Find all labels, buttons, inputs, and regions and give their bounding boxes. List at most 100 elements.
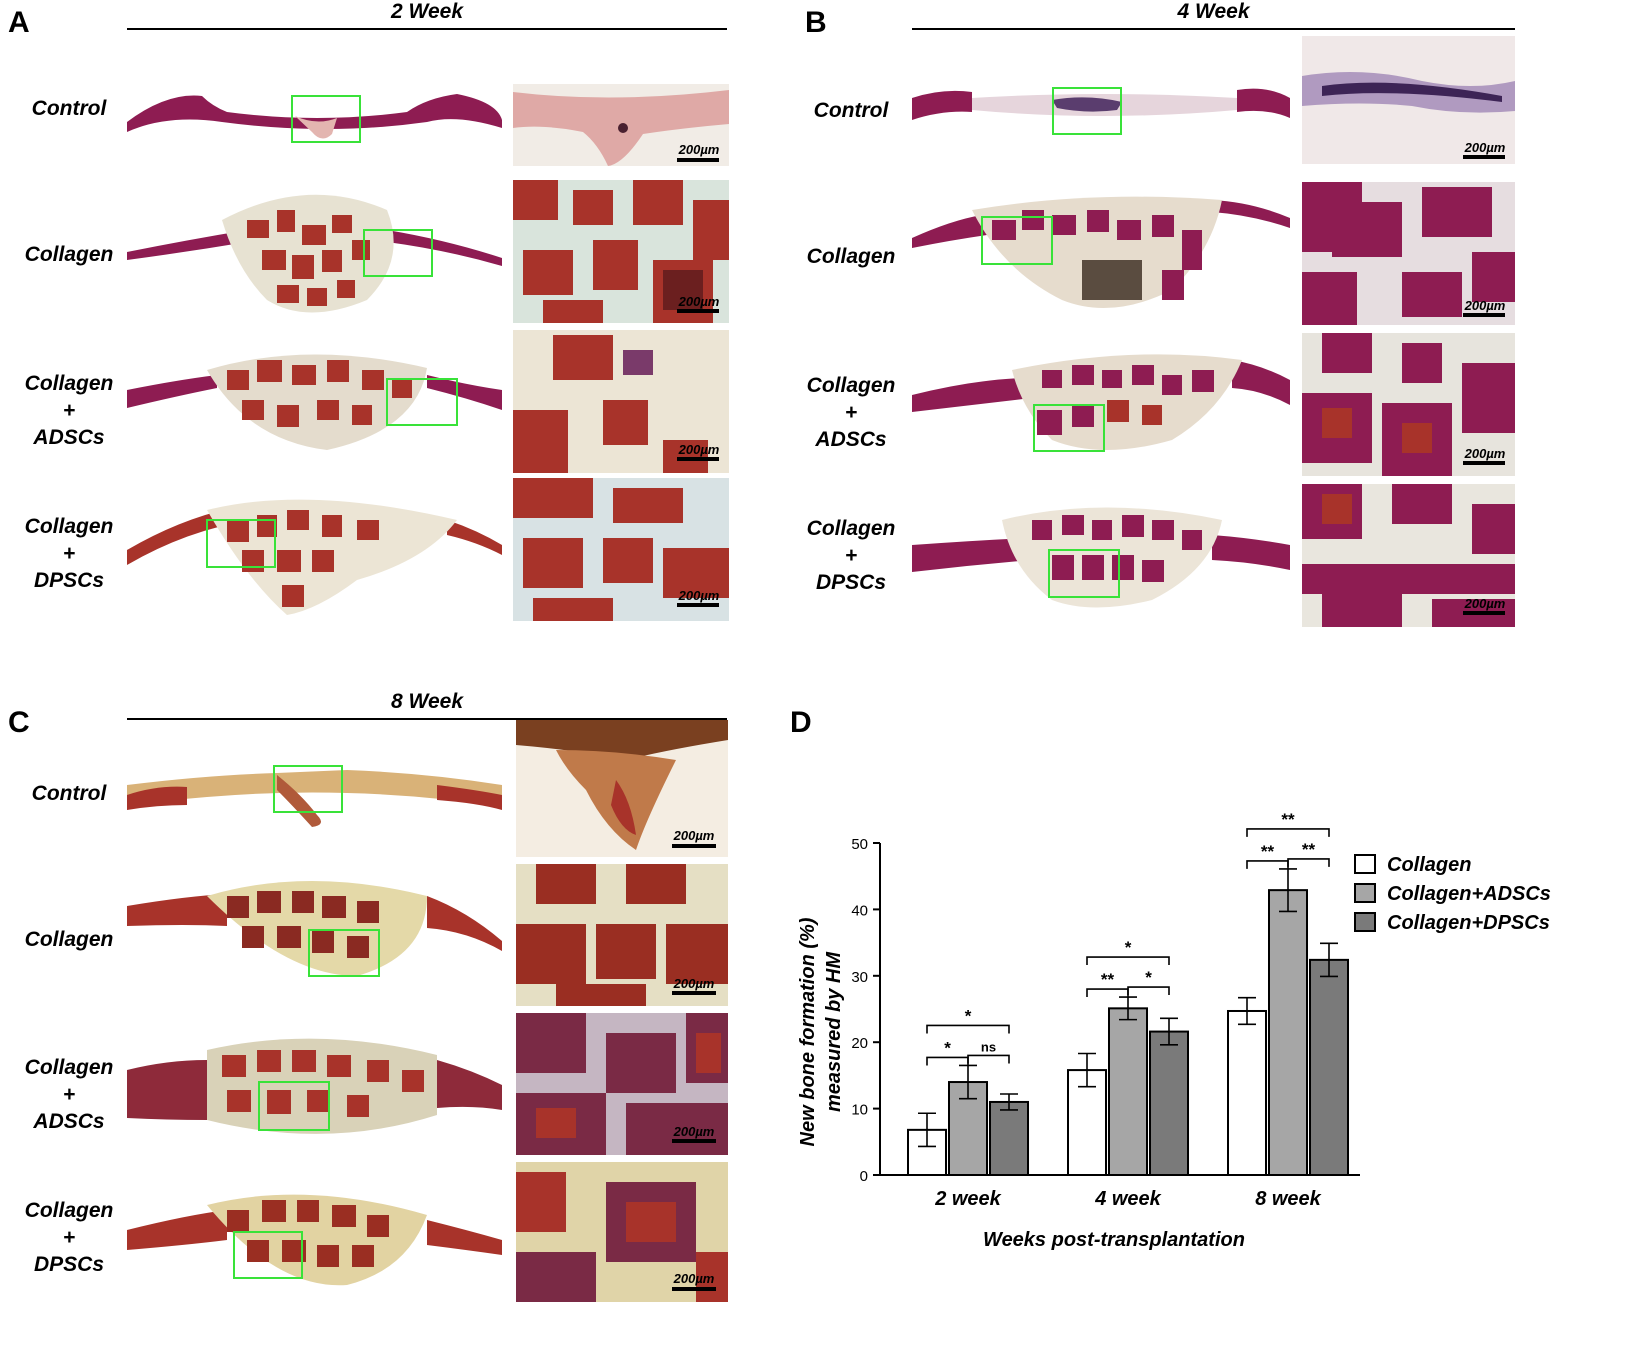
significance-bracket	[1127, 986, 1170, 996]
panel-c-row-adscs-label: Collagen + ADSCs	[24, 1056, 114, 1133]
panel-c-row-dpscs-label: Collagen + DPSCs	[24, 1199, 114, 1276]
y-tick-label: 30	[851, 969, 868, 986]
y-tick-label: 40	[851, 902, 868, 919]
panel-c-collagen-scale-bar	[672, 991, 716, 995]
panel-b-collagen-scale-label: 200µm	[1464, 298, 1506, 313]
panel-c-adscs-zoom-image	[516, 1013, 728, 1155]
significance-label: **	[1281, 810, 1295, 829]
panel-b-control-scale-bar	[1463, 155, 1505, 159]
significance-label: ns	[981, 1039, 996, 1054]
panel-c-adscs-overview-image	[127, 1038, 502, 1134]
panel-a-row-dpscs-label: Collagen + DPSCs	[24, 515, 114, 592]
significance-bracket	[926, 1024, 1010, 1034]
panel-b-collagen-overview-image	[912, 196, 1290, 308]
panel-c-collagen-scale-label: 200µm	[673, 976, 715, 991]
panel-c-title: 8 Week	[391, 690, 463, 713]
panel-a-control-scale-bar	[677, 158, 719, 162]
legend-swatch	[1354, 854, 1376, 874]
panel-b-collagen-scale-bar	[1463, 313, 1505, 317]
chart-legend: Collagen Collagen+ADSCs Collagen+DPSCs	[1354, 854, 1551, 934]
panel-b-dpscs-scale-label: 200µm	[1464, 596, 1506, 611]
y-axis-label-line-1: New bone formation (%)	[797, 917, 819, 1146]
panel-c-collagen-overview-image	[127, 881, 502, 977]
panel-a-collagen-scale-label: 200µm	[678, 294, 720, 309]
legend-entry: Collagen+ADSCs	[1387, 883, 1551, 905]
panel-b-control-scale-label: 200µm	[1464, 140, 1506, 155]
significance-bracket	[967, 1054, 1010, 1064]
panel-c-adscs-scale-label: 200µm	[673, 1124, 715, 1139]
y-tick-label: 0	[860, 1168, 868, 1185]
panel-c-adscs-scale-bar	[672, 1139, 716, 1143]
panel-c-dpscs-scale-bar	[672, 1287, 716, 1291]
panel-b-title: 4 Week	[1177, 0, 1250, 23]
significance-label: **	[1302, 840, 1316, 859]
panel-b-row-dpscs-label: Collagen + DPSCs	[806, 517, 896, 594]
panel-a-adscs-zoom-image	[513, 330, 729, 473]
x-tick-label: 2 week	[934, 1188, 1001, 1210]
panel-a-row-control-label: Control	[31, 97, 107, 120]
chart-bars	[907, 868, 1349, 1177]
panel-c-row-control-label: Control	[31, 782, 107, 805]
y-axis-label-line-2: measured by HM	[823, 951, 845, 1112]
panel-b-control-zoom-image	[1302, 36, 1515, 164]
panel-a-dpscs-zoom-image	[513, 478, 729, 621]
chart-axes: 0 10 20 30 40 50 2 week 4 week 8 week	[851, 836, 1360, 1210]
bar	[1149, 1030, 1189, 1176]
panel-a-dpscs-scale-label: 200µm	[678, 588, 720, 603]
panel-c-dpscs-overview-image	[127, 1194, 502, 1286]
panel-b-adscs-scale-label: 200µm	[1464, 446, 1506, 461]
bar	[1309, 958, 1349, 1176]
panel-a-adscs-overview-image	[127, 354, 502, 450]
panel-b-dpscs-overview-image	[912, 507, 1290, 608]
significance-bracket	[1287, 858, 1330, 867]
panel-b-control-overview-image	[912, 87, 1290, 135]
legend-entry: Collagen	[1387, 854, 1471, 876]
significance-label: *	[965, 1006, 972, 1025]
legend-entry: Collagen+DPSCs	[1387, 912, 1550, 934]
legend-swatch	[1354, 912, 1376, 932]
significance-label: **	[1101, 970, 1115, 989]
bar	[1227, 1009, 1267, 1176]
panel-a-dpscs-scale-bar	[677, 603, 719, 607]
panel-b-row-collagen-label: Collagen	[806, 245, 896, 268]
panel-d-label: D	[790, 706, 812, 739]
panel-b-dpscs-zoom-image	[1302, 484, 1515, 627]
panel-c-dpscs-scale-label: 200µm	[673, 1271, 715, 1286]
panel-a-rule	[127, 28, 727, 30]
significance-label: **	[1261, 842, 1275, 861]
x-axis-label: Weeks post-transplantation	[983, 1229, 1245, 1251]
panel-c-control-scale-label: 200µm	[673, 828, 715, 843]
significance-bracket	[1246, 828, 1330, 837]
y-tick-label: 50	[851, 836, 868, 853]
panel-b-adscs-overview-image	[912, 354, 1290, 452]
panel-b-adscs-zoom-image	[1302, 333, 1515, 476]
panel-c-control-zoom-image	[516, 720, 728, 857]
panel-c-dpscs-zoom-image	[516, 1162, 728, 1302]
panel-b-collagen-zoom-image	[1302, 182, 1515, 325]
significance-label: *	[944, 1038, 951, 1057]
significance-bracket	[1086, 956, 1170, 966]
significance-label: *	[1125, 938, 1132, 957]
panel-a-adscs-scale-bar	[677, 457, 719, 461]
panel-b-row-adscs-label: Collagen + ADSCs	[806, 374, 896, 451]
bar	[1108, 1007, 1148, 1176]
panel-b-rule	[912, 28, 1515, 30]
panel-a-collagen-zoom-image	[513, 180, 729, 323]
legend-swatch	[1354, 883, 1376, 903]
chart-significance-brackets: * ns*** **** ****	[926, 810, 1330, 1066]
x-tick-label: 4 week	[1094, 1188, 1161, 1210]
panel-c-control-scale-bar	[672, 844, 716, 848]
panel-b-row-control-label: Control	[813, 99, 889, 122]
significance-bracket	[1086, 988, 1129, 998]
panel-a-control-overview-image	[127, 94, 502, 143]
panel-c-control-overview-image	[127, 765, 502, 827]
panel-c-label: C	[8, 706, 30, 739]
panel-a-collagen-overview-image	[127, 194, 502, 313]
y-tick-label: 10	[851, 1102, 868, 1119]
significance-label: *	[1145, 968, 1152, 987]
panel-b-adscs-scale-bar	[1463, 461, 1505, 465]
significance-bracket	[926, 1056, 969, 1066]
x-tick-label: 8 week	[1255, 1188, 1321, 1210]
bar	[989, 1100, 1029, 1176]
